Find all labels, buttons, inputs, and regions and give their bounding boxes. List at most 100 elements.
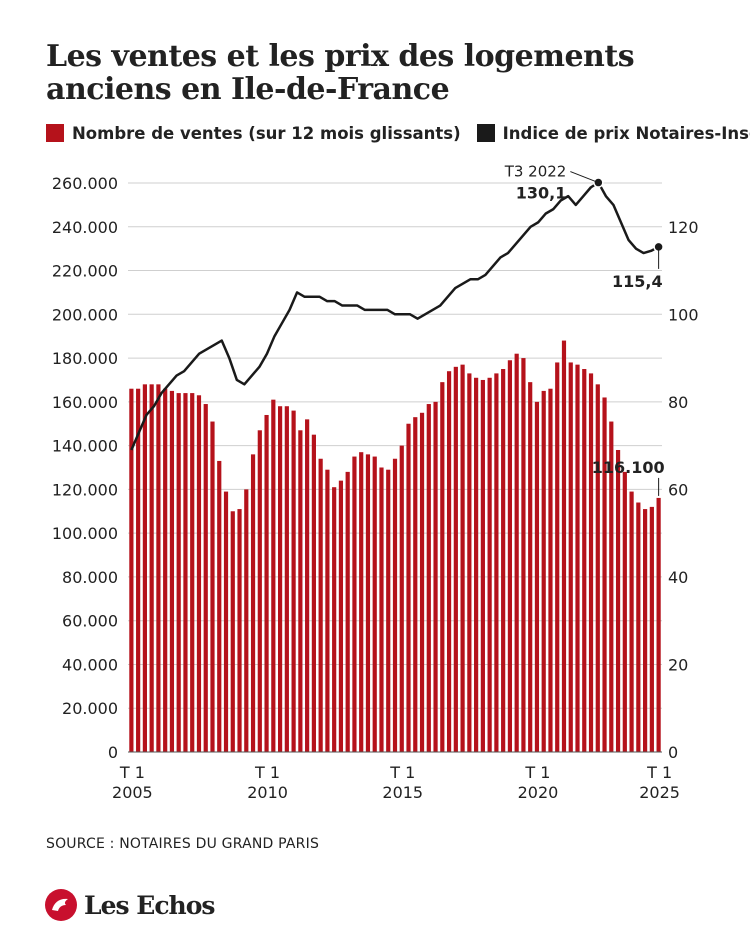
y-left-tick-label: 260.000 [52, 174, 118, 193]
sales-bar [528, 382, 533, 752]
peak-leader [570, 171, 599, 184]
legend-swatch-index [476, 124, 495, 142]
y-right-tick-label: 20 [668, 655, 688, 674]
sales-bar [622, 471, 627, 752]
sales-bar [406, 423, 411, 752]
legend-swatch-sales [46, 124, 64, 142]
sales-bar [129, 388, 134, 752]
sales-bar [365, 454, 371, 752]
last-index-label: 115,4 [612, 272, 663, 291]
legend-label-sales: Nombre de ventes (sur 12 mois glissants) [72, 123, 461, 143]
y-left-tick-label: 120.000 [52, 480, 118, 499]
sales-bar [386, 469, 391, 752]
sales-bar [176, 393, 181, 752]
sales-bar [643, 509, 648, 752]
sales-bar [568, 362, 573, 752]
y-right-tick-label: 80 [668, 393, 688, 412]
sales-bar [440, 382, 445, 752]
sales-bar [257, 430, 262, 752]
y-left-tick-label: 20.000 [62, 699, 118, 718]
sales-bar [501, 369, 506, 752]
y-right-tick-label: 60 [668, 480, 688, 499]
sales-bar [190, 393, 195, 752]
sales-bar [494, 373, 499, 752]
sales-bar [480, 379, 485, 752]
y-left-tick-label: 40.000 [62, 655, 118, 674]
y-left-tick-label: 180.000 [52, 349, 118, 368]
sales-bar [149, 384, 154, 752]
x-tick-label-top: T 1 [524, 763, 550, 782]
sales-bar [561, 340, 567, 752]
sales-bar [548, 388, 553, 752]
sales-bar [419, 412, 425, 752]
legend-item-sales: Nombre de ventes (sur 12 mois glissants) [46, 124, 461, 143]
sales-bar [575, 364, 580, 752]
sales-bar [602, 397, 607, 752]
sales-bar [210, 421, 215, 752]
sales-bar [582, 369, 587, 752]
sales-bar [609, 421, 614, 752]
sales-bar [223, 491, 229, 752]
sales-bar [237, 509, 242, 752]
x-tick-label-year: 2015 [382, 783, 423, 802]
sales-bar [305, 419, 310, 752]
sales-bar [446, 371, 452, 752]
sales-bar [629, 491, 634, 752]
sales-bar [426, 404, 431, 752]
x-tick-label-year: 2005 [112, 783, 153, 802]
y-left-tick-label: 200.000 [52, 305, 118, 324]
sales-bar [298, 430, 303, 752]
sales-bar [413, 417, 418, 752]
sales-bar [588, 373, 594, 752]
sales-bar [284, 406, 289, 752]
chart-area: 0 20.000 40.000 60.000 80.000 100.000 120.000 1… [52, 163, 699, 802]
sales-bar [142, 384, 147, 752]
sales-bar [467, 373, 472, 752]
sales-bar [656, 497, 661, 752]
logo-text: Les Echos [84, 890, 215, 920]
sales-bar [163, 388, 168, 752]
legend-label-index: Indice de prix Notaires-Insee [502, 123, 750, 143]
legend: Nombre de ventes (sur 12 mois glissants)… [46, 122, 750, 144]
sales-bar [244, 489, 249, 752]
sales-bar [196, 395, 202, 752]
sales-bar [338, 480, 344, 752]
x-tick-label-year: 2020 [518, 783, 559, 802]
x-tick-label-top: T 1 [254, 763, 280, 782]
sales-bar [136, 388, 141, 752]
sales-bar [318, 458, 323, 752]
sales-bar [514, 353, 519, 752]
x-tick-label-year: 2010 [247, 783, 288, 802]
sales-bar [595, 384, 600, 752]
sales-bar [345, 471, 350, 752]
y-right-tick-label: 0 [668, 743, 678, 762]
last-sales-label: 116.100 [592, 458, 665, 477]
sales-bar [379, 467, 384, 752]
y-left-tick-label: 80.000 [62, 568, 118, 587]
sales-bar [453, 366, 458, 752]
sales-bar [264, 414, 269, 752]
y-left-tick-label: 220.000 [52, 262, 118, 281]
sales-bar [271, 399, 276, 752]
y-left-tick-label: 60.000 [62, 612, 118, 631]
sales-bar [507, 360, 513, 752]
y-left-tick-label: 140.000 [52, 437, 118, 456]
sales-bar [372, 456, 377, 752]
sales-bar [521, 358, 526, 752]
sales-bar [332, 487, 337, 752]
sales-bar [399, 445, 404, 752]
sales-bar [433, 401, 438, 752]
sales-bar [392, 458, 398, 752]
sales-bar [649, 506, 654, 752]
y-right-tick-label: 120 [668, 218, 699, 237]
x-tick-label-top: T 1 [119, 763, 145, 782]
sales-bar [555, 362, 560, 752]
sales-bar [460, 364, 465, 752]
y-right-tick-label: 100 [668, 305, 699, 324]
sales-bar [156, 384, 161, 752]
sales-bar [217, 460, 222, 752]
sales-bar [325, 469, 330, 752]
sales-bar [474, 377, 479, 752]
sales-bar [277, 406, 283, 752]
sales-bar [203, 404, 208, 752]
